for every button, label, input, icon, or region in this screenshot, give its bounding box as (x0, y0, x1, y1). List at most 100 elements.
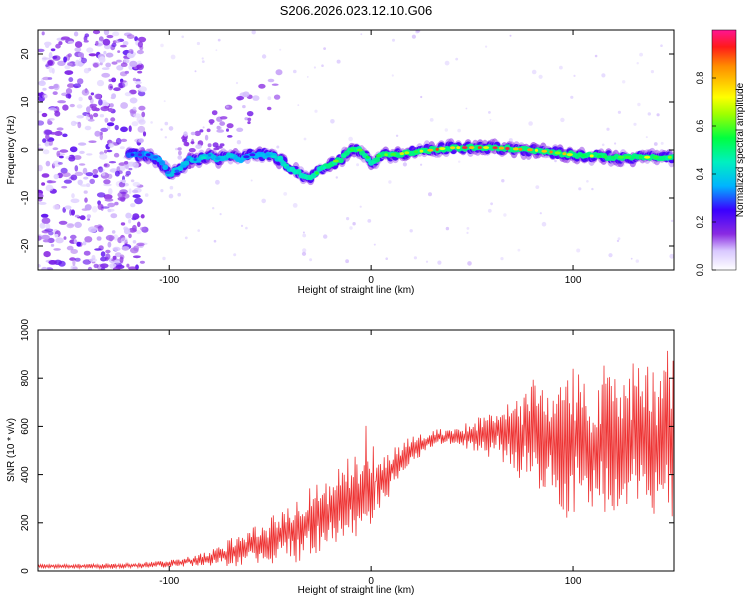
noise-blob (103, 105, 108, 109)
noise-blob (132, 106, 137, 111)
noise-blob (117, 50, 121, 53)
noise-blob (42, 87, 47, 91)
noise-blob (301, 251, 307, 256)
ridge-peak (370, 161, 377, 164)
noise-blob (41, 173, 50, 178)
noise-blob (645, 136, 648, 139)
noise-blob (62, 133, 68, 138)
noise-blob (105, 52, 114, 58)
noise-blob (576, 248, 581, 253)
noise-blob (444, 128, 448, 132)
noise-blob (92, 174, 99, 179)
y-tick-label: 0 (20, 568, 31, 574)
noise-blob (219, 116, 228, 120)
noise-blob (125, 212, 132, 219)
noise-blob (162, 256, 166, 261)
colorbar-tick-label: 0.0 (695, 264, 705, 277)
snr-xlabel: Height of straight line (km) (298, 585, 415, 596)
noise-blob (428, 192, 432, 197)
noise-blob (74, 171, 84, 176)
ridge-peak (653, 155, 659, 159)
noise-blob (111, 230, 116, 234)
x-tick-label: 100 (565, 275, 582, 286)
noise-blob (267, 78, 275, 83)
noise-blob (40, 213, 49, 218)
noise-blob (141, 111, 146, 118)
noise-blob (69, 103, 75, 108)
noise-blob (57, 162, 63, 165)
noise-blob (120, 237, 128, 244)
ridge-peak (518, 147, 523, 151)
noise-blob (54, 110, 61, 117)
noise-blob (59, 155, 64, 159)
noise-blob (367, 219, 372, 223)
noise-blob (656, 113, 660, 117)
ridge-peak (399, 152, 404, 156)
ridge-peak (259, 153, 264, 157)
y-tick-label: -10 (20, 190, 31, 205)
noise-blob (58, 220, 68, 225)
noise-blob (183, 131, 188, 137)
noise-blob (134, 197, 143, 205)
noise-blob (639, 52, 643, 57)
ridge-peak (193, 158, 197, 162)
ridge-peak (631, 155, 637, 159)
noise-blob (164, 121, 169, 126)
noise-blob (323, 234, 328, 239)
noise-blob (107, 241, 112, 248)
noise-blob (163, 100, 166, 103)
noise-blob (402, 162, 407, 167)
noise-blob (103, 50, 107, 55)
ridge-peak (534, 148, 539, 152)
noise-blob (395, 134, 399, 137)
noise-blob (217, 38, 221, 42)
noise-blob (38, 48, 45, 53)
noise-blob (130, 179, 135, 183)
noise-blob (100, 256, 107, 262)
y-tick-label: 1000 (20, 318, 31, 341)
noise-blob (160, 128, 163, 131)
noise-blob (74, 41, 83, 48)
noise-blob (630, 257, 633, 260)
ridge-core (337, 157, 344, 164)
noise-blob (132, 194, 141, 199)
noise-blob (67, 40, 74, 45)
noise-blob (61, 172, 71, 178)
noise-blob (120, 126, 128, 133)
noise-blob (38, 120, 45, 126)
ridge-peak (315, 171, 319, 175)
noise-blob (622, 80, 626, 84)
noise-blob (112, 246, 121, 252)
noise-blob (160, 189, 164, 193)
noise-blob (132, 181, 141, 187)
noise-blob (74, 221, 82, 228)
ridge-peak (589, 154, 594, 158)
noise-blob (67, 83, 75, 88)
ridge-peak (562, 152, 567, 156)
noise-blob (617, 237, 621, 241)
ridge-peak (577, 153, 581, 157)
ridge-peak (566, 153, 573, 157)
noise-blob (201, 60, 205, 63)
noise-blob (134, 36, 139, 42)
noise-blob (77, 52, 84, 58)
y-tick-label: 20 (20, 48, 31, 60)
noise-blob (113, 234, 119, 241)
colorbar-tick-label: 0.6 (695, 120, 705, 133)
noise-blob (56, 150, 61, 157)
noise-blob (197, 229, 200, 232)
noise-blob (122, 41, 129, 46)
noise-blob (83, 68, 90, 74)
noise-blob (41, 266, 48, 270)
noise-blob (83, 190, 88, 194)
noise-blob (385, 257, 389, 261)
noise-blob (535, 185, 540, 190)
noise-blob (101, 67, 110, 70)
noise-blob (48, 85, 55, 90)
noise-blob (457, 128, 461, 133)
noise-blob (215, 179, 220, 185)
noise-blob (92, 30, 101, 35)
noise-blob (413, 256, 417, 260)
